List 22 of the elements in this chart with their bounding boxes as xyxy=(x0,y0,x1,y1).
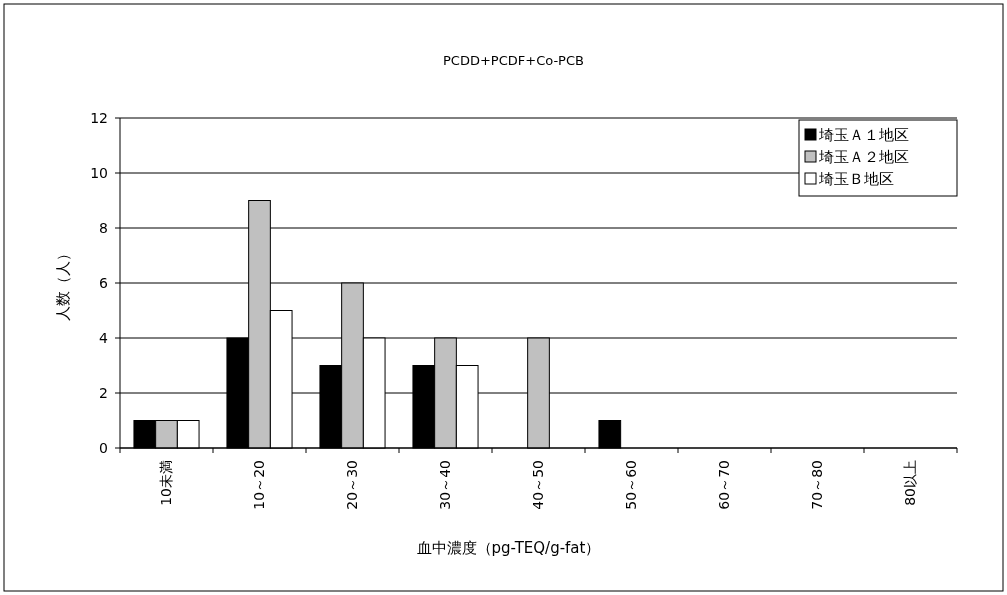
y-tick-label: 4 xyxy=(99,329,109,346)
chart-title: PCDD+PCDF+Co-PCB xyxy=(443,53,584,68)
y-tick-label: 2 xyxy=(99,384,108,401)
x-tick-label: 50～60 xyxy=(623,460,640,510)
x-tick-label: 20～30 xyxy=(344,460,361,510)
x-tick-label: 30～40 xyxy=(437,460,454,510)
y-tick-label: 8 xyxy=(99,219,108,236)
x-tick-label: 60～70 xyxy=(716,460,733,510)
y-tick-label: 12 xyxy=(90,109,108,126)
x-tick-label: 80以上 xyxy=(902,460,919,506)
x-tick-label: 40～50 xyxy=(530,460,547,510)
x-tick-label: 70～80 xyxy=(809,460,826,510)
legend-label: 埼玉Ｂ地区 xyxy=(818,170,894,189)
x-tick-label: 10～20 xyxy=(251,460,268,510)
y-tick-label: 10 xyxy=(90,164,108,181)
x-axis-title: 血中濃度（pg-TEQ/g-fat） xyxy=(416,539,601,557)
y-axis-title: 人数（人） xyxy=(54,245,72,321)
legend-label: 埼玉Ａ２地区 xyxy=(818,148,909,167)
legend-label: 埼玉Ａ１地区 xyxy=(818,126,909,145)
x-tick-label: 10未満 xyxy=(158,460,175,506)
y-tick-label: 6 xyxy=(99,274,109,291)
y-tick-label: 0 xyxy=(99,439,108,456)
